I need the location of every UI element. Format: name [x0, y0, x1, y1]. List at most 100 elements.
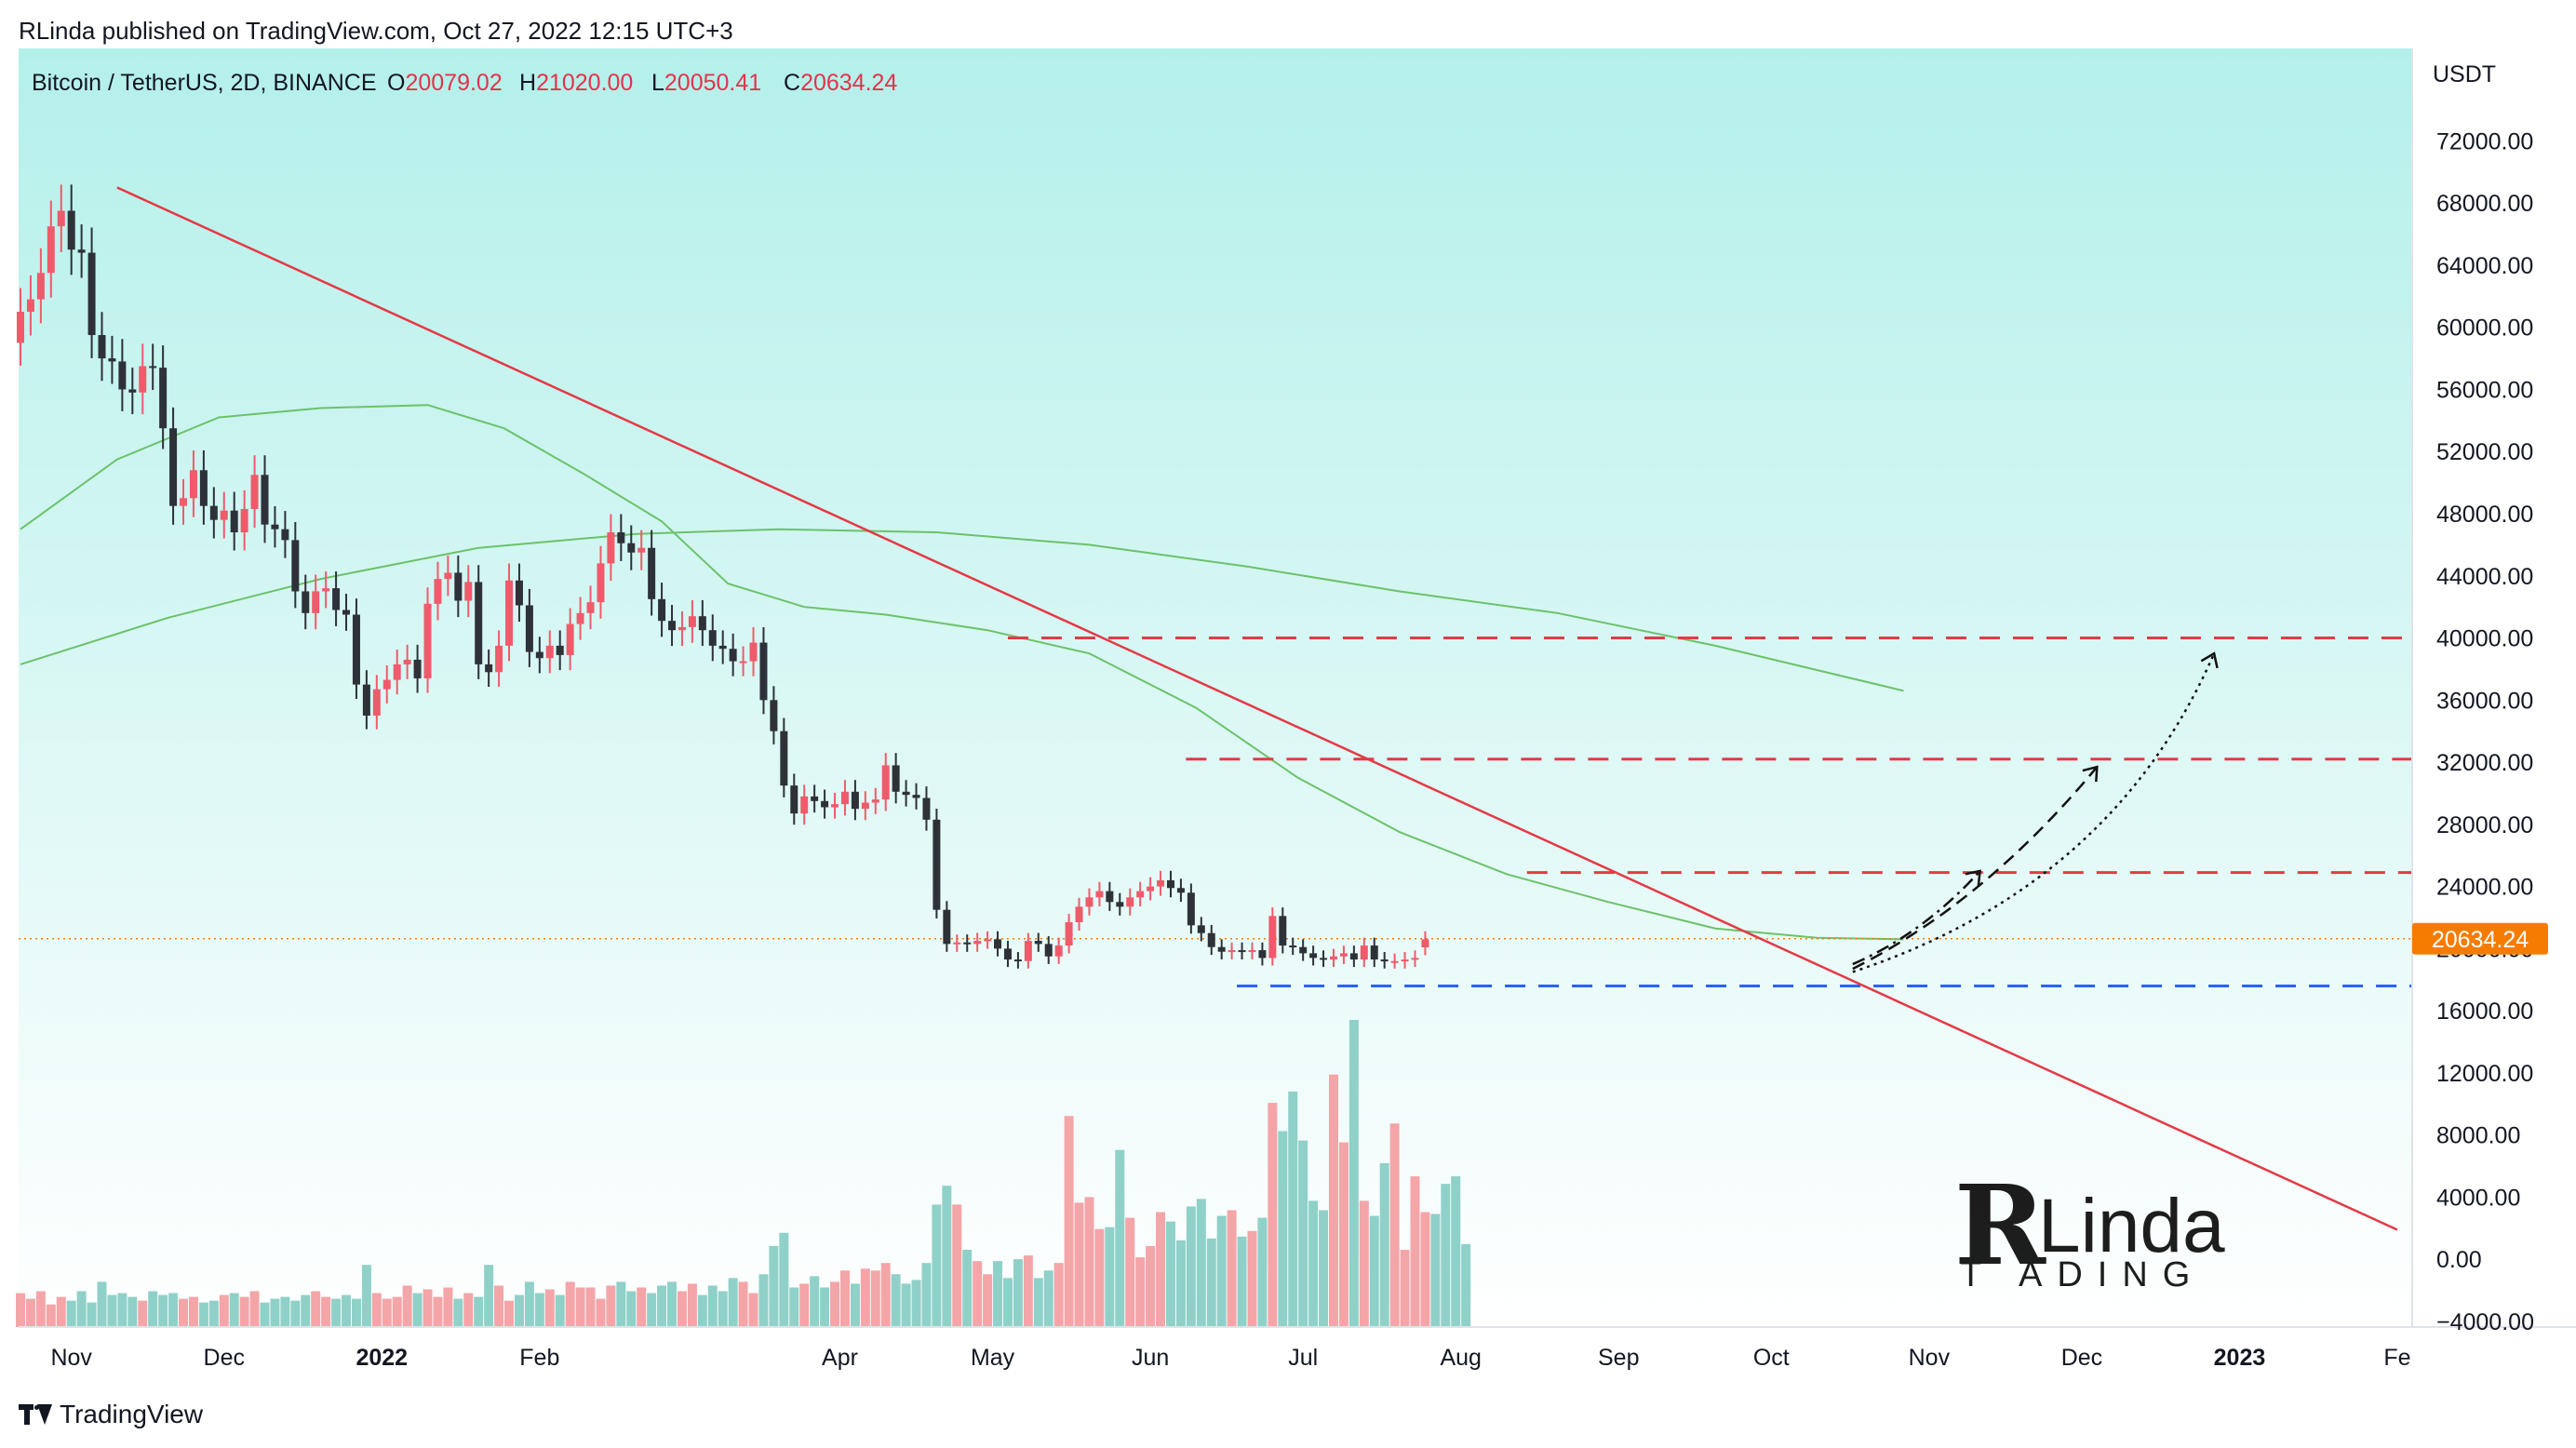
candle-body — [1116, 902, 1124, 907]
candle-body — [668, 621, 677, 631]
candle-body — [525, 605, 533, 652]
volume-bar — [239, 1296, 249, 1327]
volume-bar — [1053, 1263, 1064, 1327]
candle-body — [108, 358, 116, 362]
candle-body — [770, 700, 778, 731]
candle-body — [475, 582, 483, 664]
candle — [994, 931, 1002, 957]
volume-bar — [524, 1281, 534, 1327]
volume-bar — [433, 1296, 443, 1327]
price-tick-label: 60000.00 — [2436, 315, 2533, 342]
candle — [271, 505, 279, 548]
projection-arrowhead — [1965, 869, 1981, 886]
volume-bar — [534, 1293, 544, 1327]
candle — [871, 787, 879, 814]
candle-body — [1390, 960, 1399, 963]
candle-body — [209, 505, 218, 520]
time-tick-label: 2022 — [356, 1345, 408, 1371]
candle — [912, 783, 920, 810]
volume-bar — [1175, 1240, 1186, 1327]
candle — [1054, 937, 1063, 964]
projection-arrow-dotted[interactable] — [1852, 652, 2216, 973]
candle — [47, 200, 55, 298]
candle-body — [943, 909, 951, 945]
volume-bar — [870, 1270, 880, 1327]
candle-body — [658, 598, 666, 622]
candle — [240, 489, 248, 551]
candle — [545, 630, 554, 674]
watermark-logo: R Linda T ADING — [1954, 1160, 2225, 1294]
candle-body — [1370, 945, 1378, 960]
volume-bar — [179, 1298, 189, 1327]
candle-body — [881, 765, 890, 800]
volume-bar — [1319, 1210, 1329, 1327]
candle — [943, 901, 951, 952]
volume-bar — [474, 1296, 484, 1327]
candle-body — [831, 804, 839, 808]
volume-bar — [290, 1300, 301, 1327]
candle — [393, 649, 401, 695]
candle — [1421, 931, 1429, 956]
candle — [1320, 950, 1328, 968]
projection-arrowhead — [2200, 651, 2219, 669]
price-tick-label: 16000.00 — [2436, 999, 2533, 1025]
volume-bar — [1064, 1116, 1074, 1327]
candle-body — [139, 366, 147, 393]
candle-body — [1034, 941, 1042, 945]
volume-bar — [249, 1291, 260, 1327]
time-tick-label: Fe — [2383, 1345, 2410, 1371]
candle-body — [566, 623, 574, 655]
candle — [1360, 937, 1368, 968]
candle — [67, 184, 75, 275]
candle — [261, 455, 269, 543]
ohlc-c-value: C20634.24 — [784, 70, 897, 96]
candle — [1207, 924, 1215, 956]
candle — [729, 633, 737, 677]
volume-bar — [138, 1300, 148, 1327]
volume-bar — [1216, 1215, 1227, 1327]
volume-bar — [87, 1302, 97, 1327]
volume-bar — [728, 1278, 738, 1327]
candle — [322, 571, 330, 609]
candle — [1238, 942, 1246, 959]
volume-bar — [117, 1293, 127, 1327]
volume-bar — [647, 1293, 657, 1327]
time-tick-label: Nov — [50, 1345, 92, 1371]
candle — [1390, 953, 1399, 969]
volume-bar — [789, 1287, 799, 1327]
footer-brand[interactable]: TradingView — [19, 1400, 203, 1429]
volume-bar — [799, 1283, 810, 1327]
volume-bar — [1359, 1200, 1369, 1327]
candle-body — [118, 361, 127, 390]
candle-body — [444, 572, 452, 580]
candle-body — [250, 475, 259, 509]
descending-trendline[interactable] — [116, 186, 2398, 1231]
candle-body — [648, 547, 656, 599]
candle-body — [1238, 950, 1246, 953]
candle — [902, 780, 910, 807]
candle-body — [464, 582, 473, 601]
candle-body — [597, 563, 605, 603]
candle — [17, 288, 24, 367]
candle — [1166, 870, 1174, 898]
volume-bar — [260, 1302, 270, 1327]
candle-body — [332, 588, 341, 610]
price-tick-label: 36000.00 — [2436, 688, 2533, 714]
candle — [199, 450, 208, 525]
volume-bar — [392, 1296, 402, 1327]
candle — [1187, 883, 1195, 934]
projection-arrow-dashdot[interactable] — [1852, 870, 1981, 966]
candle-body — [698, 616, 706, 631]
projection-arrow-dashed[interactable] — [1852, 766, 2099, 971]
volume-bar — [311, 1291, 321, 1327]
candle-body — [362, 684, 370, 716]
volume-bar — [687, 1283, 697, 1327]
volume-bar — [423, 1289, 433, 1327]
volume-bar — [1441, 1184, 1451, 1327]
volume-bar — [158, 1294, 168, 1327]
publisher-line: RLinda published on TradingView.com, Oct… — [19, 17, 733, 45]
candle — [495, 630, 503, 688]
candle-body — [1197, 925, 1205, 933]
candle — [1126, 888, 1134, 916]
